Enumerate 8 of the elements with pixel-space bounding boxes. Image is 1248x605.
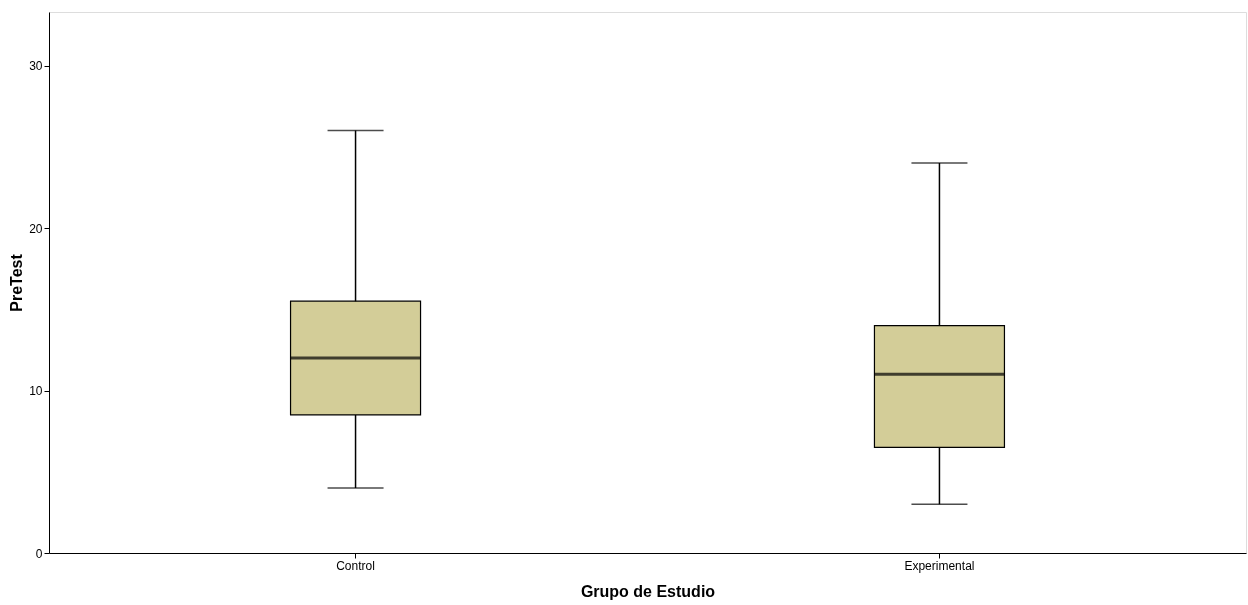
x-tick-label: Control [336,558,375,573]
y-tick-label: 10 [29,384,43,399]
x-tick-label: Experimental [904,558,975,573]
y-axis-title: PreTest [8,253,26,312]
y-tick-label: 20 [29,221,43,236]
x-axis-title: Grupo de Estudio [580,582,716,600]
y-tick-label: 0 [35,546,43,561]
y-tick-label: 30 [29,59,43,74]
